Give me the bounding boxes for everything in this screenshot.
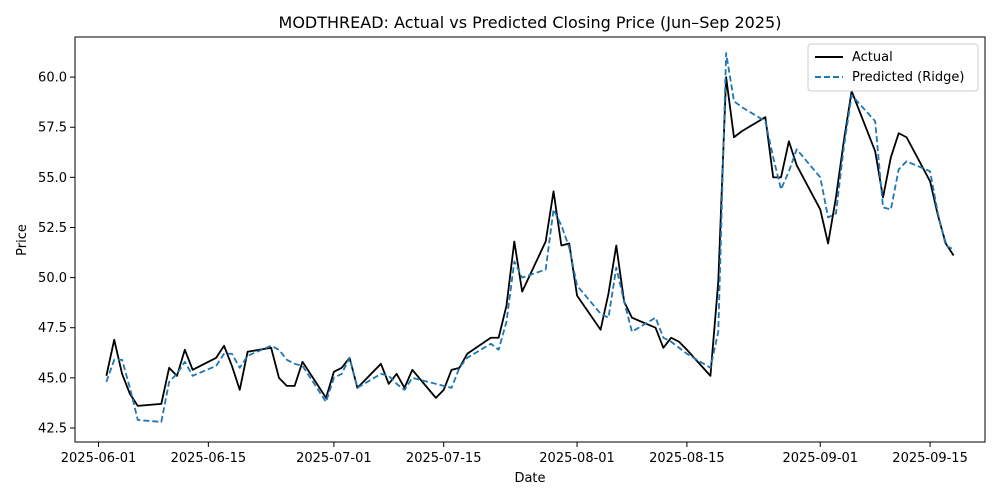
y-tick-label: 50.0 (38, 271, 67, 286)
y-tick-label: 47.5 (38, 321, 67, 336)
x-tick-label: 2025-07-01 (296, 451, 372, 466)
y-tick-label: 60.0 (38, 71, 67, 86)
x-tick-label: 2025-07-15 (406, 451, 482, 466)
legend-label-predicted: Predicted (Ridge) (852, 70, 964, 85)
plot-area (105, 52, 955, 423)
y-axis-label: Price (15, 224, 30, 256)
y-tick-label: 42.5 (38, 421, 67, 436)
x-tick-label: 2025-06-15 (171, 451, 247, 466)
plot-frame (74, 36, 986, 443)
x-tick-label: 2025-08-01 (539, 451, 615, 466)
x-tick-label: 2025-08-15 (649, 451, 725, 466)
y-tick-label: 57.5 (38, 121, 67, 136)
legend-label-actual: Actual (852, 50, 893, 65)
y-axis-ticks: 42.5 45.0 47.5 50.0 52.5 55.0 57.5 60.0 (38, 71, 75, 436)
legend: Actual Predicted (Ridge) (807, 43, 979, 92)
y-tick-label: 45.0 (38, 371, 67, 386)
y-tick-label: 52.5 (38, 221, 67, 236)
legend-box (807, 43, 979, 92)
chart-title: MODTHREAD: Actual vs Predicted Closing P… (279, 13, 782, 32)
x-axis-label: Date (514, 471, 545, 486)
x-tick-label: 2025-06-01 (61, 451, 137, 466)
x-tick-label: 2025-09-15 (892, 451, 968, 466)
series-line-predicted (105, 52, 955, 423)
x-tick-label: 2025-09-01 (782, 451, 858, 466)
y-tick-label: 55.0 (38, 171, 67, 186)
series-line-actual (105, 76, 955, 407)
x-axis-ticks: 2025-06-01 2025-06-15 2025-07-01 2025-07-15… (61, 442, 968, 466)
